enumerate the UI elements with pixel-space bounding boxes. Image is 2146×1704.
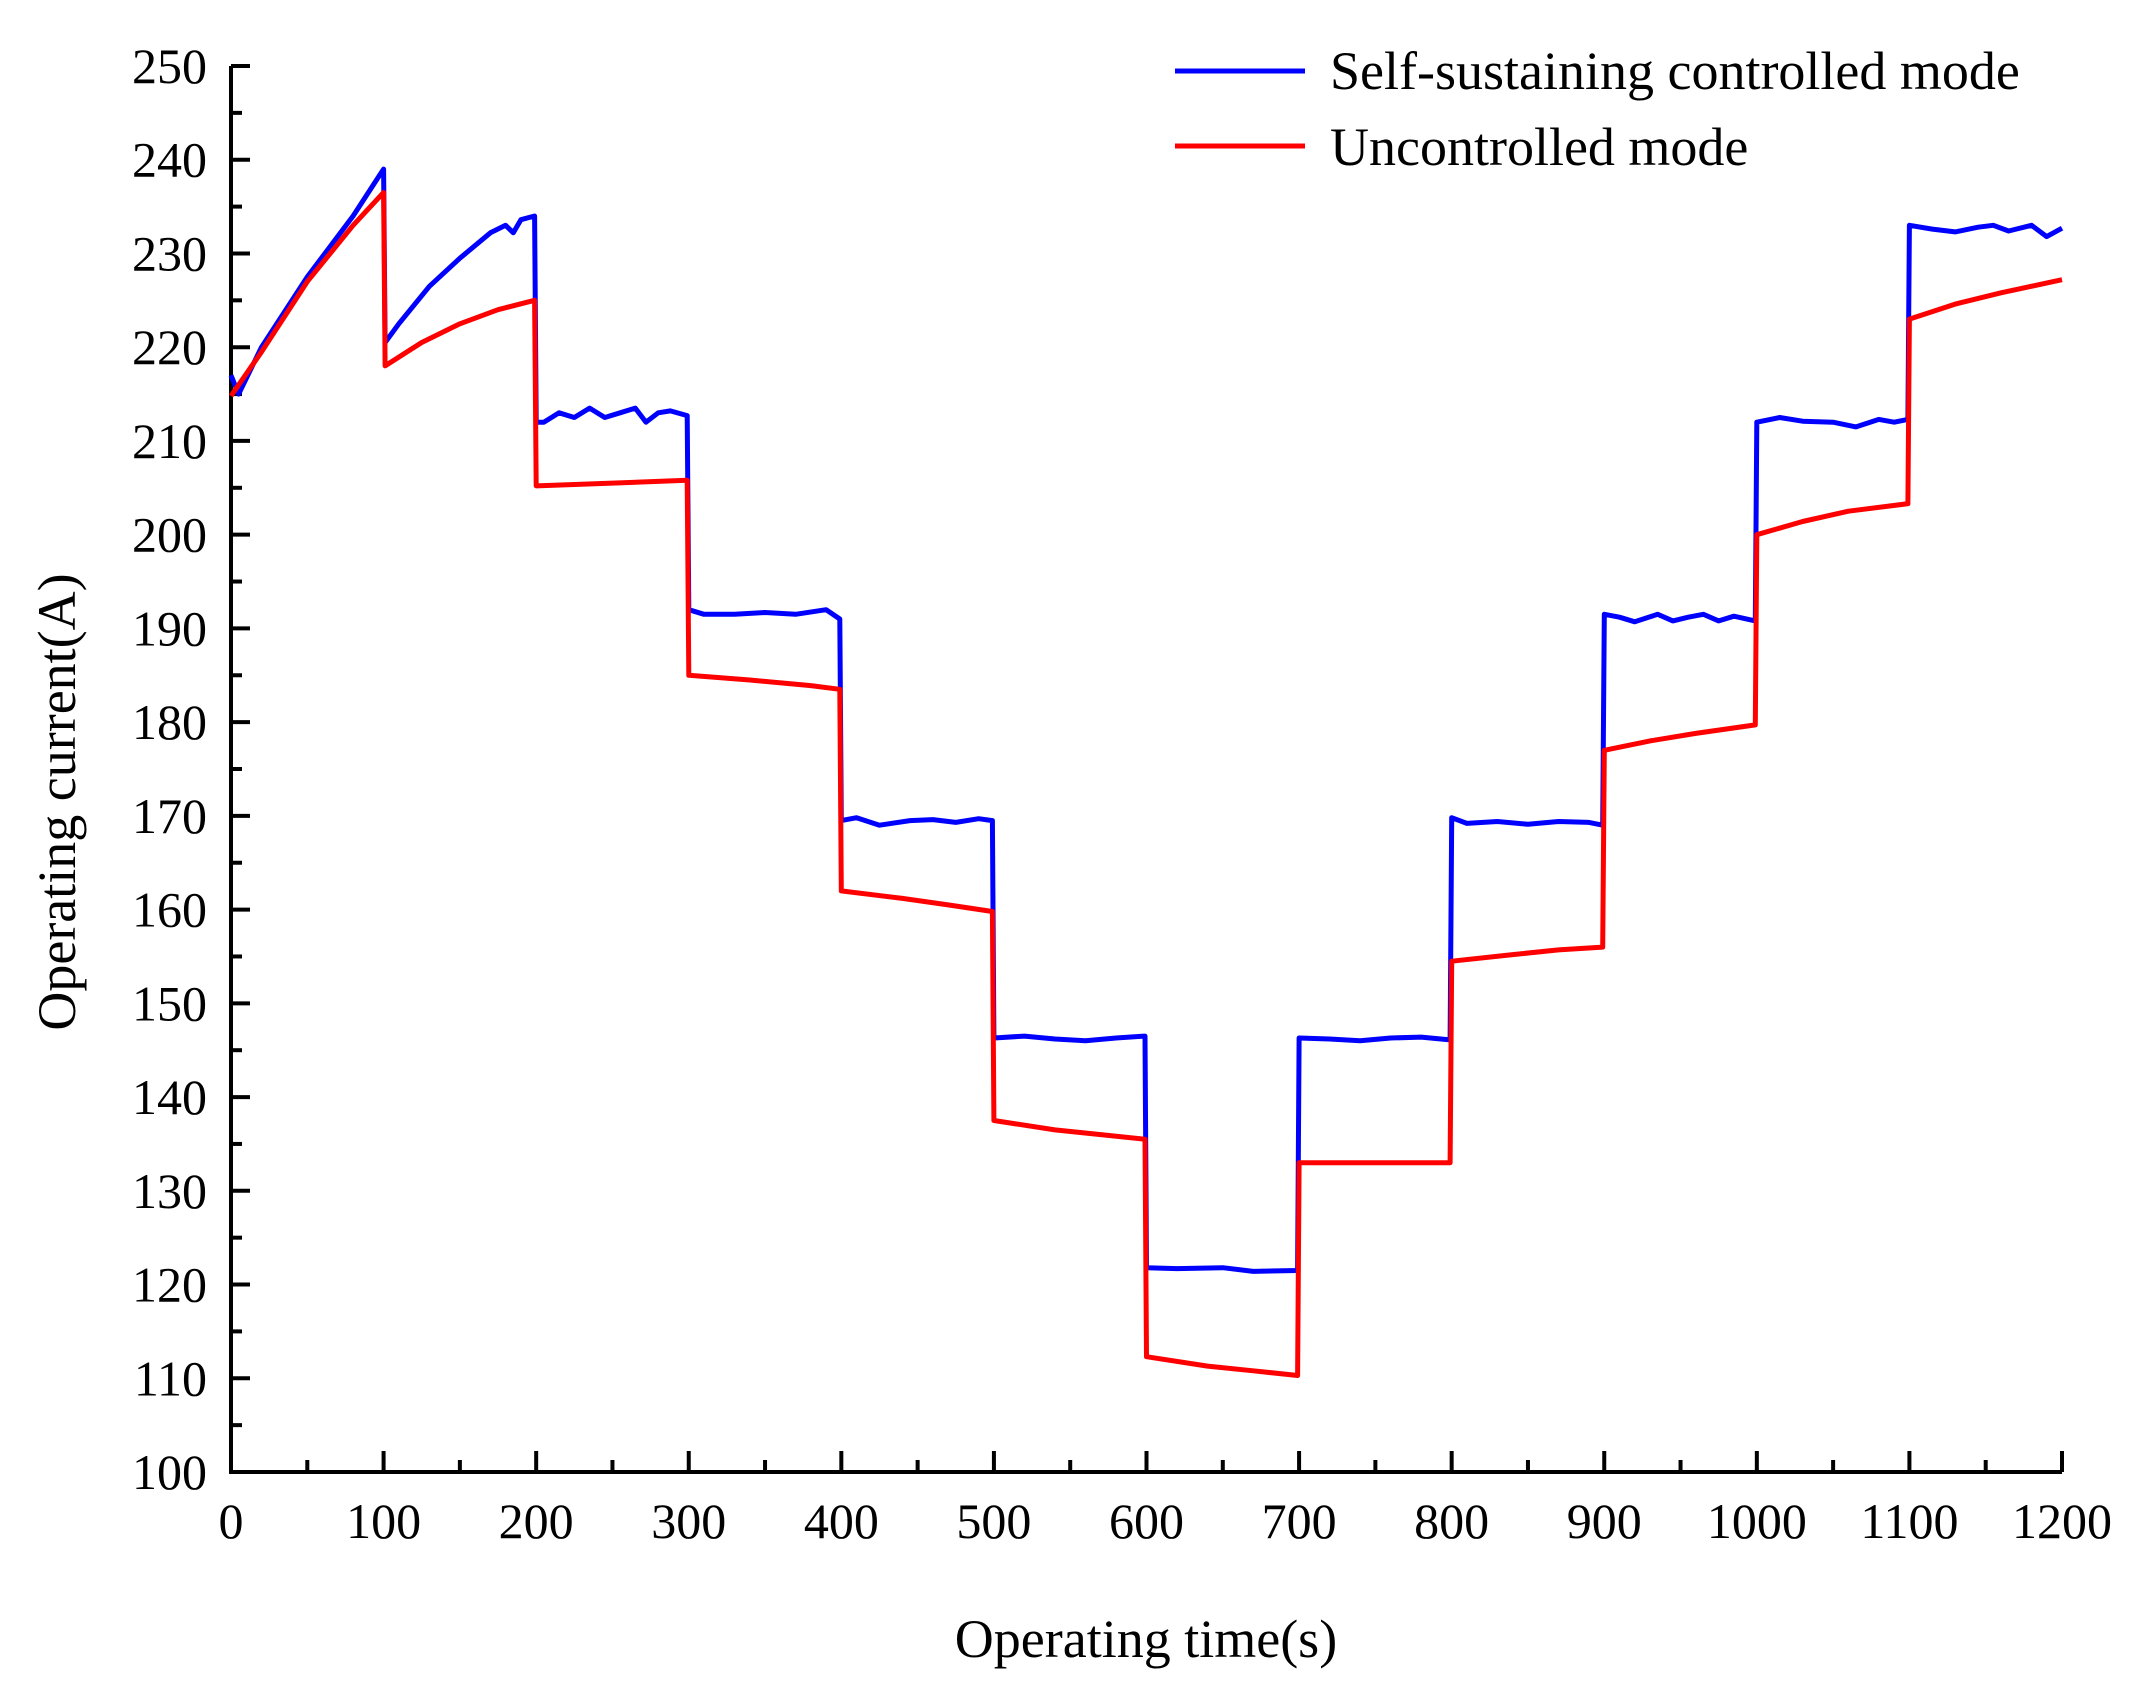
x-tick-label: 1100 <box>1860 1493 1958 1549</box>
x-tick-label: 900 <box>1567 1493 1642 1549</box>
y-tick-label: 250 <box>132 38 207 94</box>
legend: Self-sustaining controlled mode Uncontro… <box>1175 41 2020 177</box>
x-tick-label: 100 <box>346 1493 421 1549</box>
x-axis-title: Operating time(s) <box>955 1609 1337 1669</box>
series-line-uncontrolled <box>228 190 2063 1378</box>
y-tick-label: 210 <box>132 413 207 469</box>
y-tick-label: 230 <box>132 225 207 281</box>
x-ticks: 0 100 200 300 400 500 600 700 800 900 1000 1100 1200 <box>219 1451 2112 1549</box>
x-tick-label: 400 <box>804 1493 879 1549</box>
x-tick-label: 800 <box>1414 1493 1489 1549</box>
y-tick-label: 170 <box>132 788 207 844</box>
y-tick-label: 190 <box>132 600 207 656</box>
x-tick-label: 0 <box>219 1493 244 1549</box>
y-tick-label: 220 <box>132 319 207 375</box>
y-tick-label: 160 <box>132 882 207 938</box>
x-tick-label: 200 <box>499 1493 574 1549</box>
x-tick-label: 700 <box>1262 1493 1337 1549</box>
y-tick-label: 140 <box>132 1069 207 1125</box>
legend-label-uncontrolled: Uncontrolled mode <box>1330 117 1748 177</box>
y-tick-label: 150 <box>132 975 207 1031</box>
y-axis-title: Operating current(A) <box>27 573 87 1030</box>
series-line-controlled <box>228 166 2064 1274</box>
y-tick-label: 120 <box>132 1257 207 1313</box>
y-tick-label: 110 <box>134 1350 207 1406</box>
x-tick-label: 500 <box>956 1493 1031 1549</box>
x-tick-label: 1200 <box>2012 1493 2112 1549</box>
series-layer <box>228 166 2064 1378</box>
y-ticks: 100 110 120 130 140 150 160 170 180 190 200 210 220 2… <box>132 38 250 1500</box>
x-tick-label: 600 <box>1109 1493 1184 1549</box>
y-tick-label: 200 <box>132 507 207 563</box>
legend-label-controlled: Self-sustaining controlled mode <box>1330 41 2020 101</box>
y-tick-label: 130 <box>132 1163 207 1219</box>
x-tick-label: 1000 <box>1707 1493 1807 1549</box>
y-tick-label: 240 <box>132 132 207 188</box>
y-tick-label: 100 <box>132 1444 207 1500</box>
plot-area: 100 110 120 130 140 150 160 170 180 190 200 210 220 2… <box>132 38 2112 1549</box>
x-tick-label: 300 <box>651 1493 726 1549</box>
y-tick-label: 180 <box>132 694 207 750</box>
